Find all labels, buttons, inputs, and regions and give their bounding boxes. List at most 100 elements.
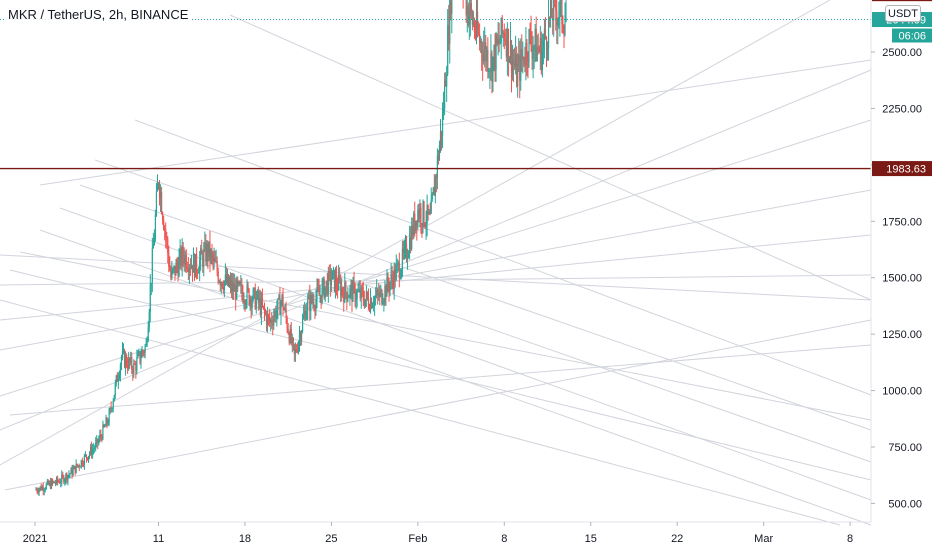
- candle-body: [376, 289, 378, 296]
- candle-body: [428, 211, 430, 215]
- candle-body: [260, 298, 263, 315]
- candle-body: [311, 294, 313, 302]
- candle-body: [87, 455, 90, 460]
- candle-body: [341, 287, 343, 296]
- candle-body: [83, 455, 85, 465]
- candle-body: [283, 309, 285, 311]
- candle-body: [140, 357, 142, 362]
- x-tick-label: 11: [153, 533, 164, 545]
- candle-body: [266, 314, 269, 325]
- candle-body: [541, 49, 543, 71]
- candle-body: [144, 345, 146, 353]
- fan-line: [0, 69, 872, 431]
- candle-body: [563, 29, 565, 35]
- candle-body: [170, 270, 172, 278]
- candle-body: [325, 280, 327, 287]
- candle-body: [488, 70, 490, 72]
- candle-body: [250, 298, 252, 309]
- candle-body: [557, 19, 559, 26]
- candle-body: [240, 284, 242, 286]
- candle-body: [182, 246, 184, 258]
- candle-body: [198, 272, 200, 274]
- horizontal-price-lines: [0, 19, 871, 170]
- candle-body: [66, 473, 68, 481]
- candle-body: [192, 255, 195, 273]
- candle-body: [350, 285, 352, 289]
- candle-body: [410, 237, 412, 250]
- candle-body: [392, 279, 394, 290]
- candle-body: [282, 294, 284, 310]
- candle-body: [277, 298, 279, 311]
- candle-body: [156, 184, 159, 192]
- candle-body: [487, 50, 489, 72]
- candle-body: [522, 56, 524, 60]
- candle-body: [132, 368, 134, 374]
- candle-body: [441, 113, 444, 137]
- candle-body: [287, 329, 289, 334]
- candle-body: [474, 31, 477, 34]
- candle-body: [269, 317, 271, 323]
- candle-body: [229, 280, 232, 284]
- candle-body: [75, 463, 77, 473]
- candle-body: [484, 42, 486, 51]
- x-tick-label: 18: [239, 533, 251, 545]
- candle-body: [483, 50, 485, 62]
- candle-body: [135, 364, 137, 371]
- candle-body: [92, 449, 94, 455]
- fan-line: [39, 229, 872, 526]
- candle-body: [166, 236, 168, 240]
- price-line-label: 1983.63: [886, 164, 926, 176]
- candle-body: [40, 486, 42, 490]
- candle-body: [396, 262, 398, 266]
- candle-body: [265, 313, 268, 325]
- candle-body: [151, 248, 153, 283]
- candle-body: [210, 250, 212, 260]
- candle-body: [348, 296, 350, 298]
- candle-body: [400, 269, 402, 276]
- candle-body: [467, 5, 469, 26]
- candle-body: [358, 289, 360, 292]
- candle-body: [46, 480, 48, 485]
- candle-body: [143, 351, 145, 353]
- candle-body: [248, 289, 250, 305]
- candle-body: [316, 287, 318, 299]
- x-tick-label: Feb: [408, 533, 427, 545]
- candle-body: [171, 269, 173, 278]
- candle-body: [237, 279, 239, 285]
- candle-body: [62, 474, 64, 477]
- candle-body: [127, 365, 129, 369]
- candle-body: [219, 281, 221, 286]
- candle-body: [146, 341, 148, 343]
- fan-line: [4, 319, 872, 491]
- candle-body: [545, 37, 548, 50]
- candle-body: [235, 285, 237, 300]
- candle-body: [359, 289, 361, 299]
- candle-body: [45, 484, 47, 489]
- candle-body: [111, 408, 113, 410]
- candle-body: [305, 310, 307, 320]
- currency-button[interactable]: USDT: [885, 5, 921, 22]
- candle-body: [163, 220, 165, 230]
- candle-body: [387, 276, 389, 286]
- candle-body: [207, 244, 209, 258]
- fan-line: [0, 274, 872, 286]
- candle-body: [502, 32, 504, 34]
- candle-body: [220, 282, 222, 286]
- candle-body: [217, 271, 219, 282]
- candle-body: [201, 248, 203, 255]
- candle-body: [114, 383, 116, 395]
- candle-body: [158, 184, 161, 199]
- candle-body: [206, 244, 208, 262]
- candle-body: [513, 63, 516, 67]
- candle-body: [540, 38, 542, 71]
- candle-body: [60, 482, 62, 484]
- candle-body: [327, 271, 329, 295]
- candle-body: [291, 338, 293, 344]
- candle-body: [367, 297, 370, 308]
- candle-body: [179, 249, 181, 258]
- x-tick-label: 25: [325, 533, 337, 545]
- candle-body: [445, 80, 447, 87]
- candle-body: [106, 418, 108, 424]
- candle-body: [471, 12, 473, 25]
